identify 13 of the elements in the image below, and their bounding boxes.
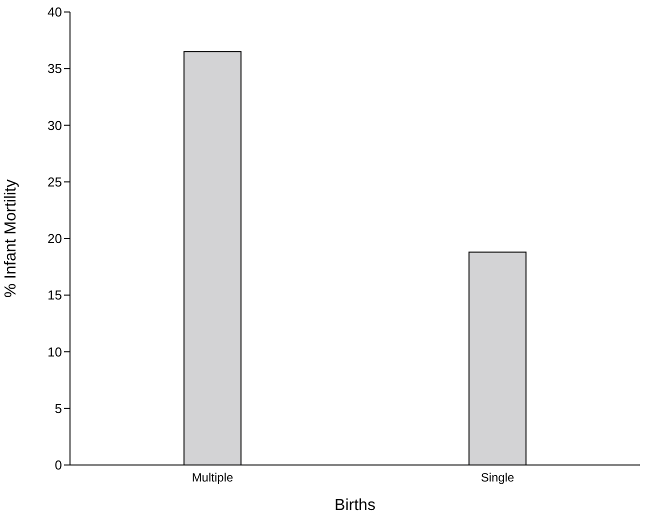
y-tick-label: 10 [48, 344, 62, 360]
x-tick-label: Multiple [192, 470, 234, 485]
y-tick-label: 25 [48, 174, 62, 190]
y-tick-label: 20 [48, 231, 62, 246]
y-tick-label: 5 [54, 400, 62, 416]
y-tick-label: 30 [48, 118, 62, 133]
x-axis-title: Births [334, 497, 376, 512]
x-tick-label: Single [480, 470, 515, 485]
y-tick-label: 0 [54, 458, 62, 473]
y-axis-title: % Infant Mortility [2, 179, 20, 298]
y-tick-label: 15 [48, 288, 62, 303]
y-tick-label: 40 [48, 4, 62, 20]
y-tick-label: 35 [48, 61, 62, 76]
